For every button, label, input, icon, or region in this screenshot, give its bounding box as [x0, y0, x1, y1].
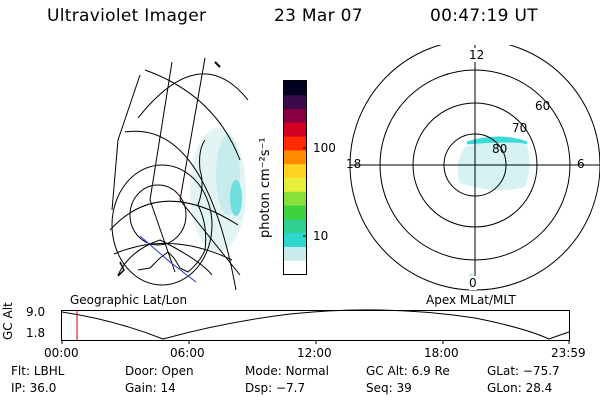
param-sequence: Seq: 39	[366, 381, 412, 395]
param-gc-altitude: GC Alt: 6.9 Re	[366, 364, 450, 378]
colorbar-frame	[283, 80, 307, 275]
colorbar-band	[284, 218, 306, 234]
colorbar-band	[284, 177, 306, 192]
param-geo-longitude: GLon: 28.4	[487, 381, 553, 395]
time-tick-1200: 12:00	[297, 346, 332, 360]
param-ip: IP: 36.0	[11, 381, 57, 395]
time-tick-0000: 00:00	[44, 346, 79, 360]
colorbar-band	[284, 260, 306, 275]
mlat-label-70: 70	[512, 121, 528, 135]
mlt-label-dawn: 6	[577, 157, 585, 171]
colorbar-band	[284, 136, 306, 151]
colorbar-band	[284, 81, 306, 96]
colorbar-gradient	[284, 81, 306, 275]
altitude-axis-label: GC Alt	[1, 302, 15, 340]
colorbar-band	[284, 94, 306, 110]
param-geo-latitude: GLat: −75.7	[487, 364, 560, 378]
magnetic-polar-plot	[349, 45, 600, 291]
colorbar-band	[284, 163, 306, 178]
colorbar-tick-label-10: 10	[313, 229, 329, 243]
colorbar-band	[284, 108, 306, 123]
colorbar-band	[284, 246, 306, 261]
time-tick-2359: 23:59	[551, 346, 586, 360]
magnetic-map-caption: Apex MLat/MLT	[426, 293, 516, 307]
colorbar-band	[284, 122, 306, 137]
geographic-map-caption: Geographic Lat/Lon	[70, 293, 188, 307]
colorbar-tick-label-100: 100	[313, 141, 336, 155]
polar-aurora-bright	[466, 136, 528, 145]
colorbar-band	[284, 191, 306, 206]
geo-tick-mark	[214, 61, 221, 68]
altitude-curve	[61, 309, 570, 340]
altitude-plot-frame	[61, 310, 570, 341]
param-door: Door: Open	[125, 364, 194, 378]
colorbar-band	[284, 205, 306, 220]
mlt-label-dusk: 18	[346, 157, 362, 171]
mlt-label-midnight: 0	[469, 276, 477, 290]
mlt-label-noon: 12	[469, 48, 485, 62]
time-tick-0600: 06:00	[170, 346, 205, 360]
colorbar-band	[284, 232, 306, 247]
observation-date: 23 Mar 07	[274, 6, 363, 26]
altitude-plot	[61, 309, 570, 344]
geo-footprint-line	[139, 235, 197, 283]
param-gain: Gain: 14	[125, 381, 176, 395]
colorbar-unit-label: photon cm⁻²s⁻¹	[258, 137, 273, 238]
altitude-tick-low: 1.8	[26, 326, 46, 340]
geo-grid-lines	[109, 57, 249, 291]
colorbar	[283, 80, 307, 275]
instrument-title: Ultraviolet Imager	[47, 6, 207, 26]
param-mode: Mode: Normal	[245, 364, 329, 378]
geo-coastline	[137, 139, 207, 273]
time-tick-1800: 18:00	[424, 346, 459, 360]
geo-aurora-emission	[190, 128, 246, 252]
param-dsp: Dsp: −7.7	[245, 381, 306, 395]
geo-coastline-fragment	[117, 261, 125, 277]
altitude-xticks	[61, 340, 570, 344]
mlat-label-60: 60	[535, 99, 551, 113]
colorbar-band	[284, 149, 306, 165]
param-filter: Flt: LBHL	[11, 364, 65, 378]
polar-grid	[349, 45, 600, 291]
mlat-label-80: 80	[492, 142, 508, 156]
altitude-tick-high: 9.0	[26, 305, 46, 319]
observation-time: 00:47:19 UT	[430, 6, 538, 26]
